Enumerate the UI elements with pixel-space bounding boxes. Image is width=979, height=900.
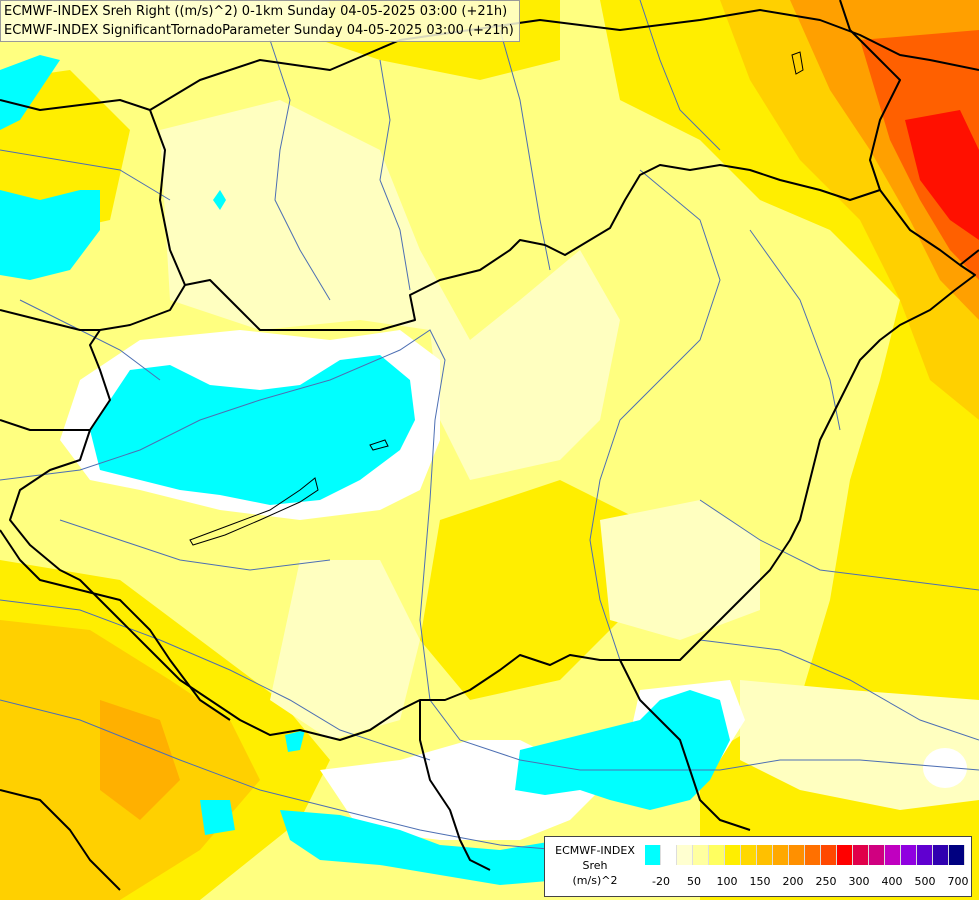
border-ukraine (839, 0, 901, 191)
legend-swatch (677, 845, 693, 865)
map-title-box: ECMWF-INDEX Sreh Right ((m/s)^2) 0-1km S… (0, 0, 520, 42)
legend-swatch (821, 845, 837, 865)
legend-swatch (949, 845, 965, 865)
lake-small-1 (369, 439, 389, 451)
river-drava (0, 599, 431, 761)
legend-tick-label: 200 (782, 875, 804, 888)
legend-title-line-1: ECMWF-INDEX (555, 844, 635, 857)
legend-swatch (693, 845, 709, 865)
legend-ticks: -20 50 100 150 200 250 300 400 500 700 (645, 875, 969, 889)
field-cyan-nw-top (0, 55, 60, 130)
field-white-spot (923, 748, 967, 788)
border-hungary (9, 164, 976, 741)
map-title-line-1: ECMWF-INDEX Sreh Right ((m/s)^2) 0-1km S… (4, 4, 508, 19)
border-serbia (619, 659, 751, 831)
field-pale-se (740, 680, 979, 810)
border-south (419, 700, 491, 871)
field-cyan-spot-2 (200, 800, 235, 835)
legend-swatch (661, 845, 677, 865)
border-romania-east (959, 249, 979, 266)
legend-swatch (757, 845, 773, 865)
legend-tick-label: 50 (687, 875, 701, 888)
river-east-2 (699, 499, 979, 591)
legend-swatch (869, 845, 885, 865)
lake-balaton (189, 477, 319, 546)
river-danube (0, 329, 979, 771)
legend-swatches (645, 845, 965, 865)
border-north (149, 9, 979, 111)
river-north-1 (269, 39, 331, 301)
legend-swatch (917, 845, 933, 865)
river-sava (0, 699, 561, 851)
border-nw (0, 309, 100, 331)
legend-swatch (773, 845, 789, 865)
border-croatia (0, 529, 231, 721)
legend-tick-label: 100 (716, 875, 738, 888)
legend-tick-label: 150 (749, 875, 771, 888)
border-austria (0, 419, 90, 431)
legend-swatch (933, 845, 949, 865)
legend-tick-label: 400 (881, 875, 903, 888)
legend-swatch (901, 845, 917, 865)
border-sw (0, 789, 121, 891)
river-ne-1 (639, 0, 721, 151)
legend-tick-label: 300 (848, 875, 870, 888)
legend-swatch (837, 845, 853, 865)
legend-swatch (789, 845, 805, 865)
field-orange-sw (100, 700, 180, 820)
legend-title-line-2: Sreh (582, 859, 608, 872)
legend-swatch (645, 845, 661, 865)
legend-swatch (725, 845, 741, 865)
river-nw-1 (0, 149, 171, 201)
field-cyan-south (515, 690, 730, 810)
field-red-ne (905, 110, 979, 240)
legend-unit: (m/s)^2 (572, 874, 618, 887)
river-west-1 (19, 299, 161, 381)
field-pale-east (600, 500, 760, 640)
field-cyan-west (90, 355, 415, 505)
legend-swatch (741, 845, 757, 865)
legend-swatch (853, 845, 869, 865)
field-pale-south (270, 560, 420, 740)
legend-swatch (709, 845, 725, 865)
field-cyan-spot-3 (285, 730, 305, 752)
legend-tick-label: 500 (914, 875, 936, 888)
river-sw-1 (59, 519, 331, 571)
river-north-2 (379, 59, 411, 291)
river-se-1 (699, 639, 979, 741)
legend-tick-label: 250 (815, 875, 837, 888)
legend-swatch (805, 845, 821, 865)
legend-swatch (885, 845, 901, 865)
field-cyan-nw (0, 190, 100, 280)
legend-tick-label: -20 (652, 875, 670, 888)
field-cyan-sw (280, 810, 560, 885)
legend-label: ECMWF-INDEX Sreh (m/s)^2 (547, 843, 643, 888)
river-tisza (589, 169, 721, 701)
field-cyan-spot-1 (213, 190, 226, 210)
lake-small-2 (791, 51, 804, 75)
river-east-1 (749, 229, 841, 431)
field-yellow-center (420, 480, 640, 700)
color-legend: ECMWF-INDEX Sreh (m/s)^2 -20 50 100 150 200 2… (544, 836, 972, 897)
legend-tick-label: 700 (947, 875, 969, 888)
rivers (0, 0, 979, 851)
map-title-line-2: ECMWF-INDEX SignificantTornadoParameter … (4, 23, 514, 38)
river-north-3 (499, 29, 551, 271)
